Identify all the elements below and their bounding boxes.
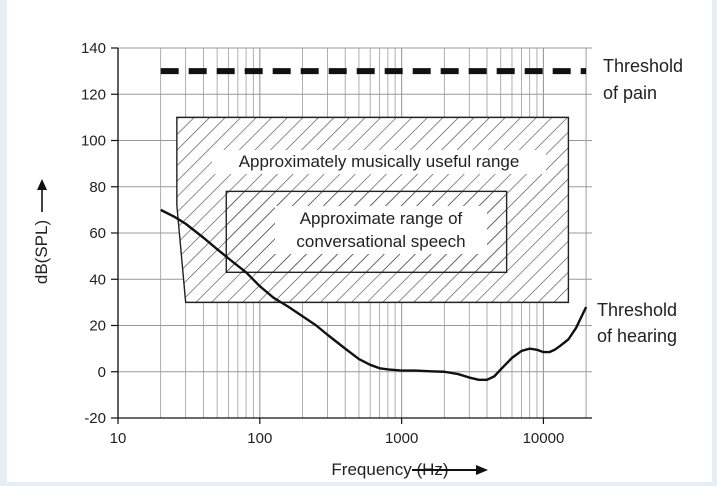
x-axis-title: Frequency (Hz)	[331, 460, 448, 479]
y-tick-label: 40	[89, 271, 106, 288]
musical-range-label: Approximately musically useful range	[239, 152, 520, 171]
axes: -20 0 20 40 60 80 100 120 140 10 100 1000 10000	[81, 40, 592, 447]
threshold-of-pain-label-line2: of pain	[603, 83, 657, 103]
y-tick-label: 120	[81, 86, 106, 103]
x-tick-label: 1000	[385, 430, 418, 447]
threshold-of-pain-label-line1: Threshold	[603, 56, 683, 76]
speech-range-label-bg	[275, 206, 487, 254]
left-border-strip	[0, 0, 7, 486]
musical-range-label-bg	[212, 150, 546, 174]
threshold-of-hearing-label-line1: Threshold	[597, 300, 677, 320]
y-tick-label: 100	[81, 133, 106, 150]
x-axis-arrow	[412, 465, 488, 475]
y-tick-label: 140	[81, 40, 106, 57]
y-tick-label: 80	[89, 179, 106, 196]
right-border-strip	[712, 0, 717, 486]
x-tick-label: 100	[247, 430, 272, 447]
y-axis-title: dB(SPL)	[32, 220, 51, 284]
y-tick-label: -20	[84, 410, 106, 427]
data-series	[160, 68, 588, 382]
range-regions: Approximately musically useful range Appr…	[176, 116, 570, 304]
speech-range-label-line2: conversational speech	[296, 232, 465, 251]
y-axis-arrow	[37, 179, 47, 212]
y-tick-label: 60	[89, 225, 106, 242]
x-tick-label: 10	[110, 430, 127, 447]
speech-range-label-line1: Approximate range of	[300, 209, 463, 228]
x-tick-label: 10000	[523, 430, 565, 447]
bottom-border-strip	[0, 482, 717, 486]
threshold-of-hearing-label-line2: of hearing	[597, 326, 677, 346]
y-tick-label: 0	[98, 364, 106, 381]
y-tick-label: 20	[89, 318, 106, 335]
threshold-of-hearing-line	[160, 208, 588, 382]
